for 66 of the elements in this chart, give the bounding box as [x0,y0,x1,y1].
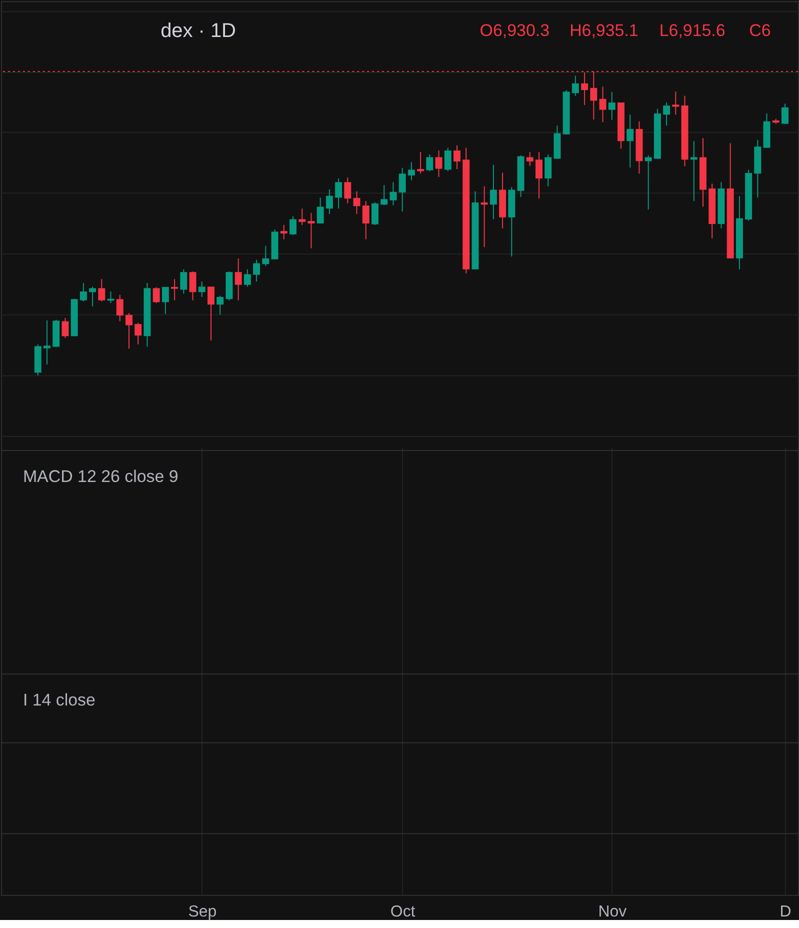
candlestick [599,86,606,123]
candlestick [408,162,415,181]
candlestick [362,200,370,240]
x-tick-label: Sep [188,903,217,920]
candlestick [98,278,106,302]
candlestick [536,152,542,200]
candlestick [125,312,132,350]
candlestick [690,140,698,202]
candlestick [490,164,497,220]
candlestick [134,322,142,345]
text: L6,915.6 [659,21,726,40]
candlestick [608,91,616,120]
candlestick [782,103,788,124]
x-tick-label: Nov [598,903,627,920]
candlestick [335,178,342,210]
candlestick [116,294,124,322]
candlestick [326,188,333,215]
candlestick [253,259,260,282]
candlestick [435,150,442,178]
candlestick [80,282,87,302]
candlestick [290,216,296,236]
candlestick [380,184,388,206]
candlestick [398,167,406,212]
candlestick [480,186,488,248]
candlestick [316,197,324,224]
candlestick [216,295,224,316]
candlestick [672,91,680,116]
x-tick-label: Oct [390,903,416,920]
candlestick [162,286,169,314]
candlestick [180,268,188,294]
candlestick [572,75,579,96]
candlestick [262,245,270,266]
candlestick [390,182,397,206]
x-tick-label: D [780,903,792,920]
candlestick [454,144,460,170]
candlestick [244,268,251,288]
candlestick [372,202,378,226]
chart-title: dex · 1D [160,20,236,42]
candlestick [89,286,96,307]
candlestick [171,278,178,301]
candlestick [544,154,552,187]
candlestick [644,154,652,210]
candlestick [353,190,360,215]
candlestick [581,72,588,106]
text: H6,935.1 [570,21,638,40]
candlestick [62,317,69,338]
candlestick [43,320,50,365]
candlestick [663,102,670,126]
candlestick [152,286,160,304]
candlestick [526,152,534,167]
candlestick [417,152,424,174]
text: MACD 12 26 close 9 [22,466,178,486]
text: O6,930.3 [480,21,550,40]
candlestick [234,258,242,301]
text: C6 [749,21,771,40]
candlestick [426,154,434,172]
text: I 14 close [22,690,96,710]
candlestick [189,270,196,301]
candlestick [308,212,315,249]
candlestick [298,208,306,226]
candlestick [344,177,352,204]
candlestick [626,114,634,168]
candlestick [207,286,214,341]
candlestick [280,224,288,240]
candlestick [444,147,452,172]
candlestick [198,280,206,298]
